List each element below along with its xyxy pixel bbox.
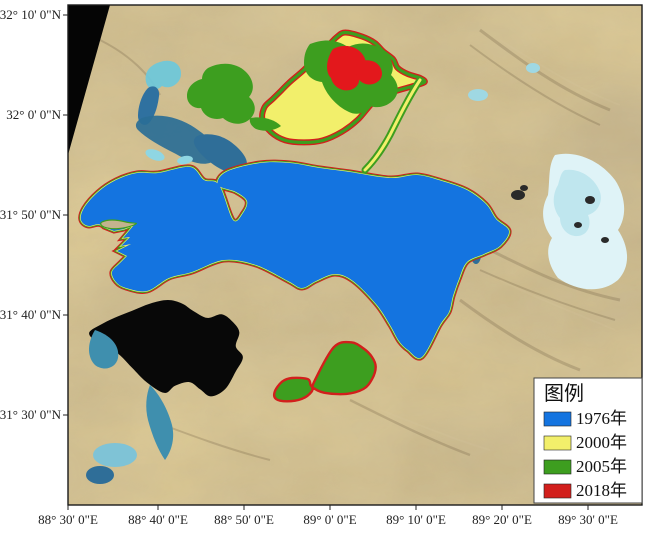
svg-text:32° 10' 0"N: 32° 10' 0"N xyxy=(0,7,62,22)
svg-text:31° 40' 0"N: 31° 40' 0"N xyxy=(0,307,62,322)
svg-text:32° 0' 0"N: 32° 0' 0"N xyxy=(6,107,61,122)
svg-text:88° 30' 0"E: 88° 30' 0"E xyxy=(38,512,98,527)
svg-text:31° 50' 0"N: 31° 50' 0"N xyxy=(0,207,62,222)
svg-text:31° 30' 0"N: 31° 30' 0"N xyxy=(0,407,62,422)
svg-text:图例: 图例 xyxy=(544,382,584,405)
svg-text:89° 0' 0"E: 89° 0' 0"E xyxy=(303,512,356,527)
svg-text:2000年: 2000年 xyxy=(576,433,627,452)
svg-text:2018年: 2018年 xyxy=(576,481,627,500)
svg-text:89° 10' 0"E: 89° 10' 0"E xyxy=(386,512,446,527)
svg-text:1976年: 1976年 xyxy=(576,409,627,428)
svg-text:89° 30' 0"E: 89° 30' 0"E xyxy=(558,512,618,527)
svg-text:89° 20' 0"E: 89° 20' 0"E xyxy=(472,512,532,527)
svg-text:88° 50' 0"E: 88° 50' 0"E xyxy=(214,512,274,527)
svg-text:2005年: 2005年 xyxy=(576,457,627,476)
svg-text:88° 40' 0"E: 88° 40' 0"E xyxy=(128,512,188,527)
